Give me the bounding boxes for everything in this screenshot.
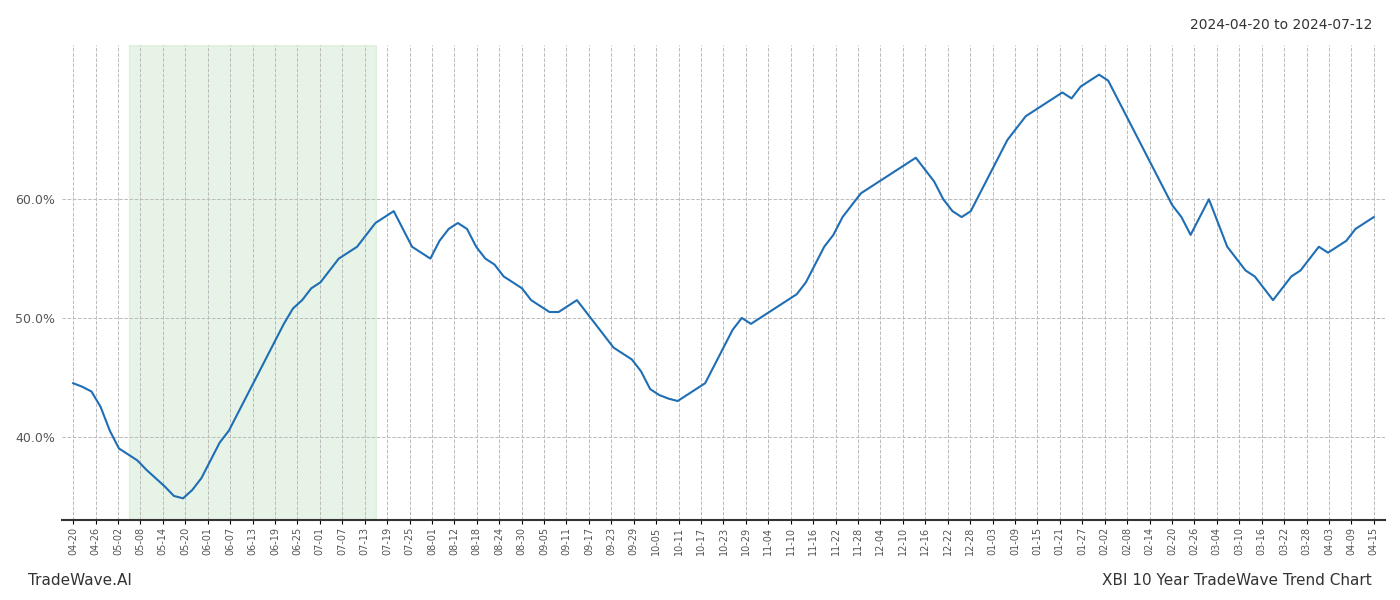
Text: 2024-04-20 to 2024-07-12: 2024-04-20 to 2024-07-12 — [1190, 18, 1372, 32]
Bar — [129, 45, 375, 520]
Text: TradeWave.AI: TradeWave.AI — [28, 573, 132, 588]
Text: XBI 10 Year TradeWave Trend Chart: XBI 10 Year TradeWave Trend Chart — [1102, 573, 1372, 588]
